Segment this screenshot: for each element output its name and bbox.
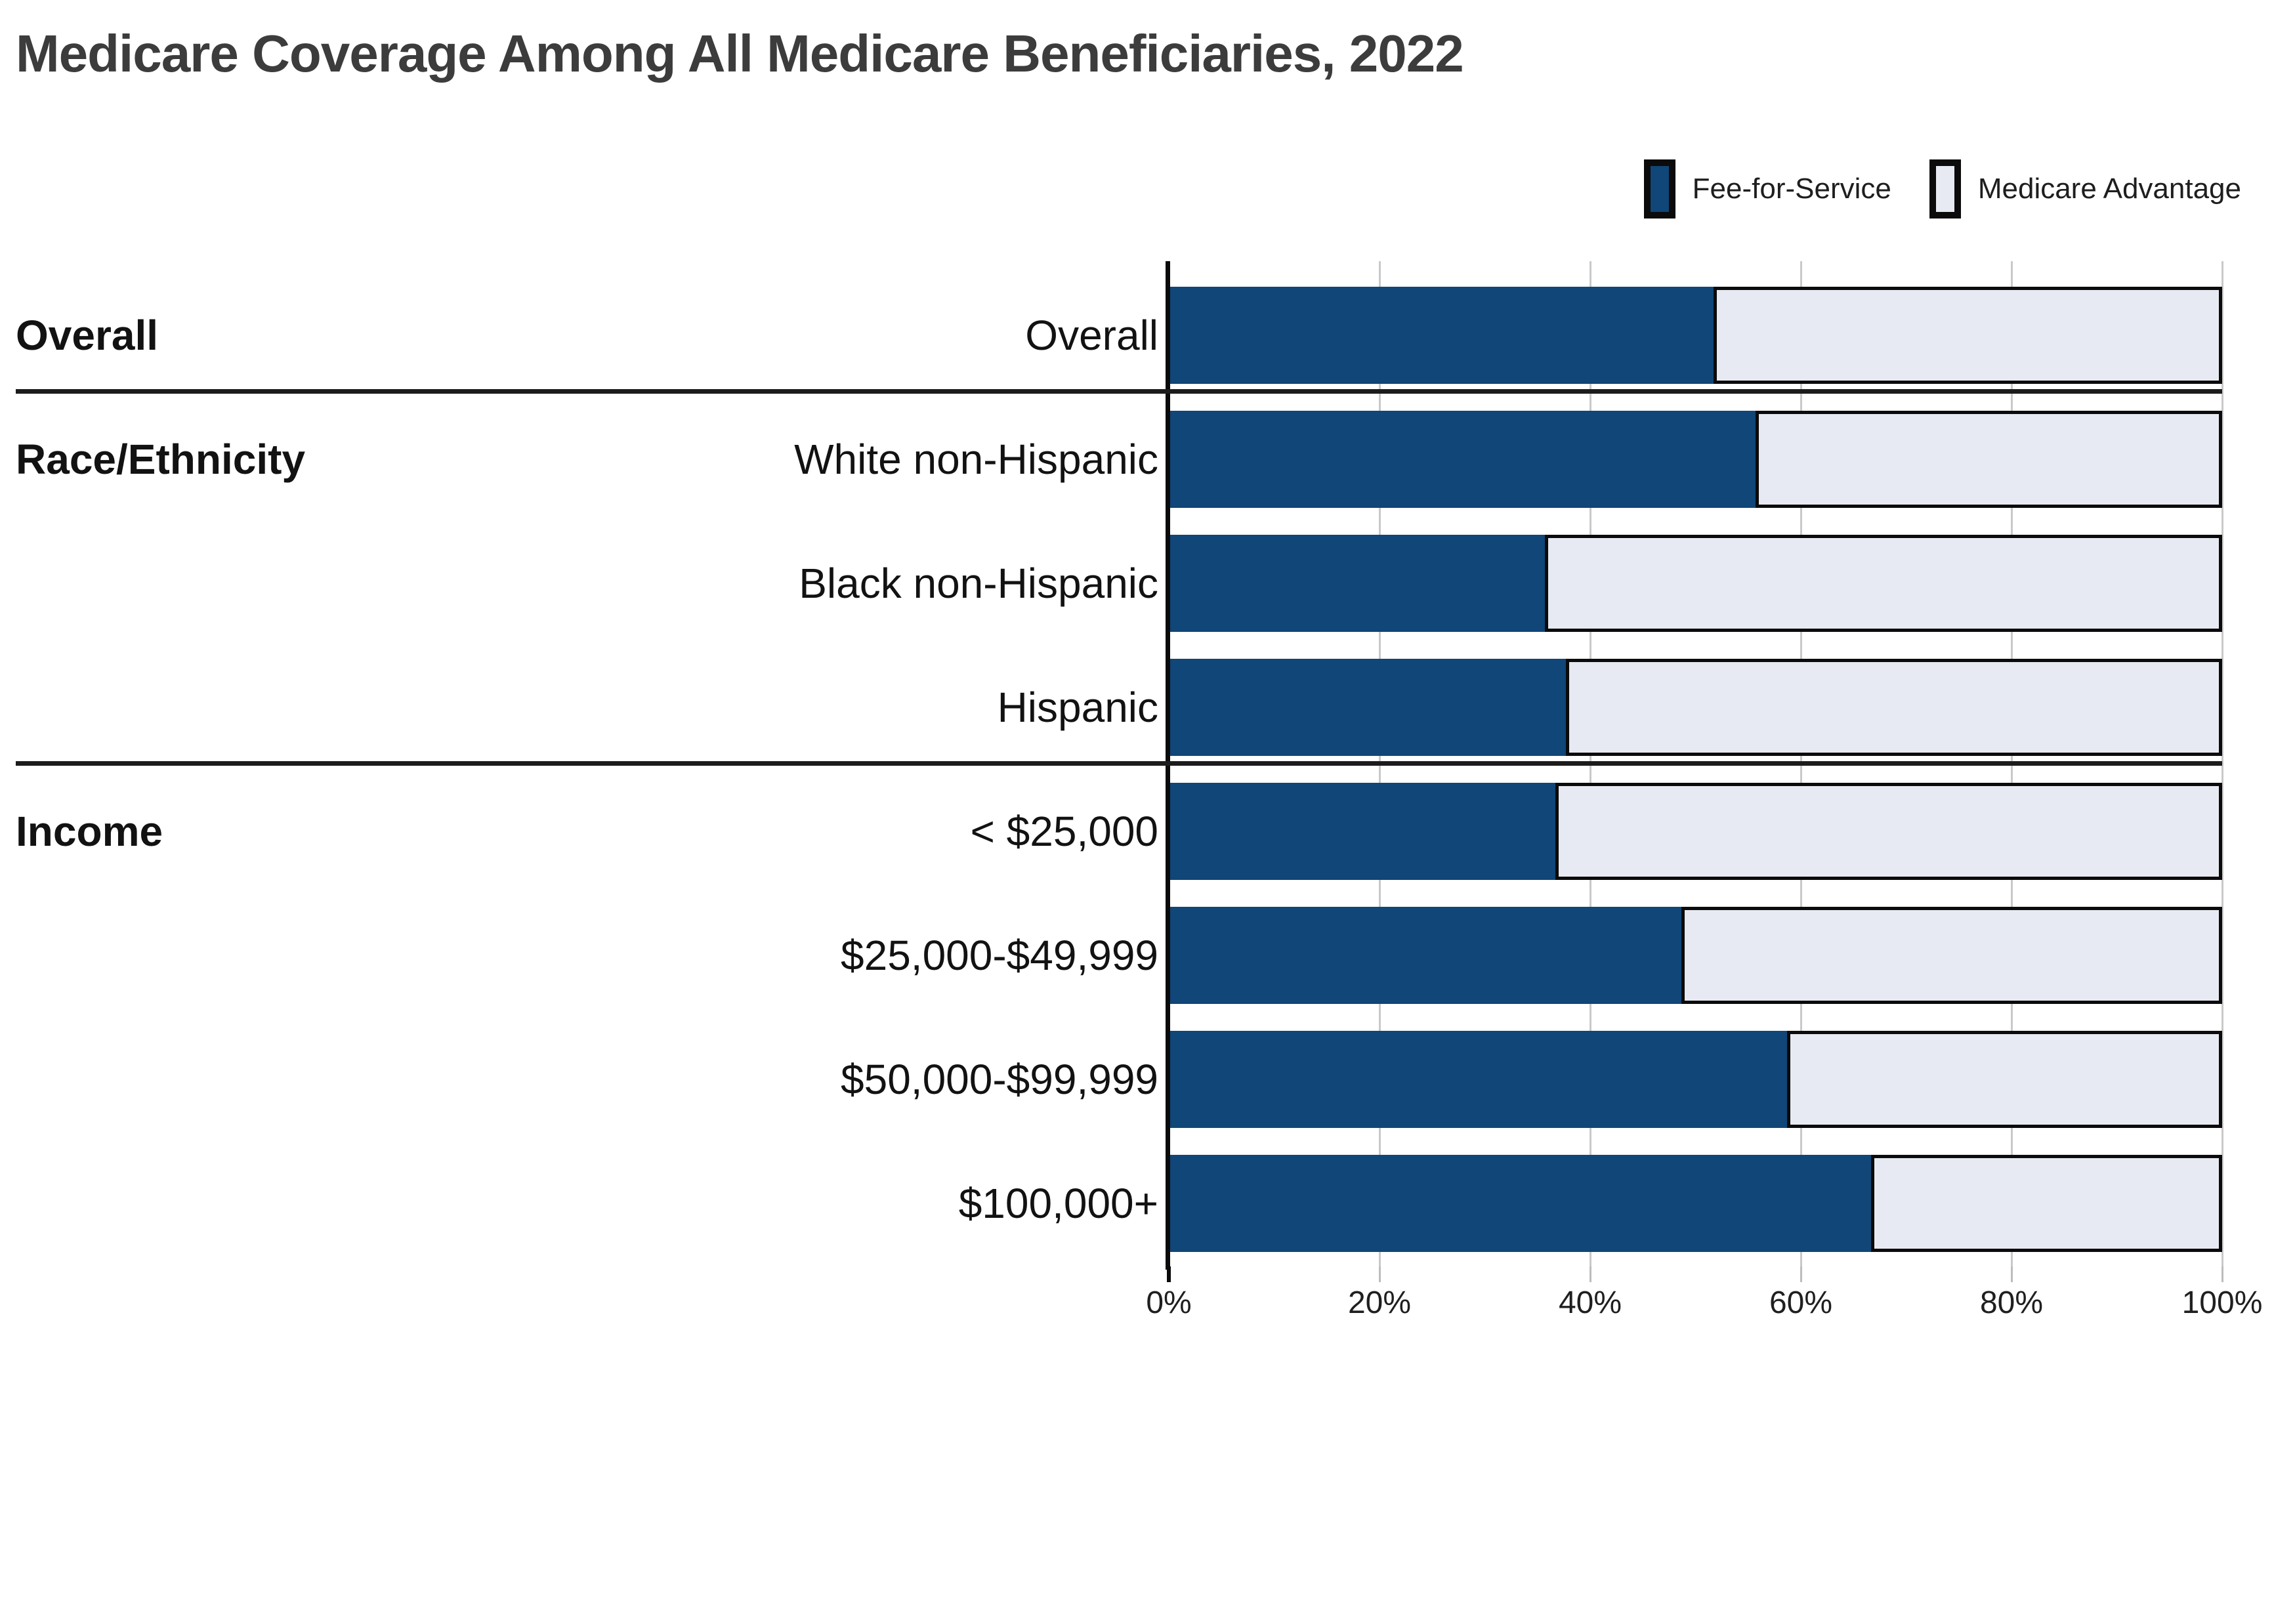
stacked-bar: [1169, 411, 2222, 508]
section-divider: [16, 761, 2222, 766]
stacked-bar: [1169, 535, 2222, 632]
bar-segment-fee-for-service: [1169, 659, 1569, 756]
row-label: Overall: [1025, 312, 1158, 359]
axis-tick-label: 80%: [1979, 1285, 2044, 1320]
axis-tick-label: 100%: [2181, 1285, 2263, 1320]
bar-segment-fee-for-service: [1169, 535, 1548, 632]
bar-segment-fee-for-service: [1169, 287, 1717, 384]
bar-segment-fee-for-service: [1169, 1155, 1875, 1252]
section-divider: [16, 389, 2222, 394]
row-label: Black non-Hispanic: [799, 560, 1158, 607]
legend-label-medicare-advantage: Medicare Advantage: [1977, 173, 2241, 205]
legend-item-fee-for-service: Fee-for-Service: [1643, 159, 1891, 219]
bar-segment-fee-for-service: [1169, 783, 1559, 880]
bar-row: Overall Overall: [0, 287, 2274, 384]
group-label: Race/Ethnicity: [16, 436, 306, 483]
axis-tick-label: 40%: [1558, 1285, 1622, 1320]
stacked-bar: [1169, 1031, 2222, 1128]
stacked-bar: [1169, 783, 2222, 880]
axis-tick: [1800, 1266, 1802, 1282]
bar-segment-fee-for-service: [1169, 411, 1759, 508]
stacked-bar: [1169, 1155, 2222, 1252]
stacked-bar: [1169, 659, 2222, 756]
stacked-bar: [1169, 907, 2222, 1004]
bar-row: Black non-Hispanic: [0, 535, 2274, 632]
bar-row: $25,000-$49,999: [0, 907, 2274, 1004]
gridline: [2221, 261, 2223, 1268]
row-label: White non-Hispanic: [794, 436, 1158, 483]
legend-label-fee-for-service: Fee-for-Service: [1692, 173, 1891, 205]
row-label: < $25,000: [970, 808, 1159, 855]
bar-row: $50,000-$99,999: [0, 1031, 2274, 1128]
legend-swatch-fee-for-service: [1643, 159, 1675, 219]
chart-title: Medicare Coverage Among All Medicare Ben…: [16, 24, 1464, 83]
axis-tick: [1379, 1266, 1381, 1282]
bar-row: Race/Ethnicity White non-Hispanic: [0, 411, 2274, 508]
axis-tick-label: 0%: [1146, 1285, 1192, 1320]
axis-tick-label: 20%: [1347, 1285, 1412, 1320]
axis-tick: [1167, 1266, 1171, 1282]
row-label: $100,000+: [958, 1180, 1158, 1227]
bar-row: Income < $25,000: [0, 783, 2274, 880]
row-label: $50,000-$99,999: [841, 1056, 1158, 1103]
axis-tick: [2221, 1266, 2223, 1282]
axis-tick: [1590, 1266, 1591, 1282]
bar-segment-fee-for-service: [1169, 907, 1685, 1004]
bar-row: $100,000+: [0, 1155, 2274, 1252]
axis-tick-label: 60%: [1769, 1285, 1833, 1320]
legend: Fee-for-Service Medicare Advantage: [1643, 156, 2241, 222]
stacked-bar: [1169, 287, 2222, 384]
group-label: Income: [16, 808, 163, 855]
row-label: $25,000-$49,999: [841, 932, 1158, 979]
axis-tick: [2011, 1266, 2013, 1282]
group-label: Overall: [16, 312, 159, 359]
legend-item-medicare-advantage: Medicare Advantage: [1929, 159, 2241, 219]
legend-swatch-medicare-advantage: [1929, 159, 1961, 219]
bar-segment-fee-for-service: [1169, 1031, 1790, 1128]
bar-row: Hispanic: [0, 659, 2274, 756]
row-label: Hispanic: [997, 684, 1158, 731]
